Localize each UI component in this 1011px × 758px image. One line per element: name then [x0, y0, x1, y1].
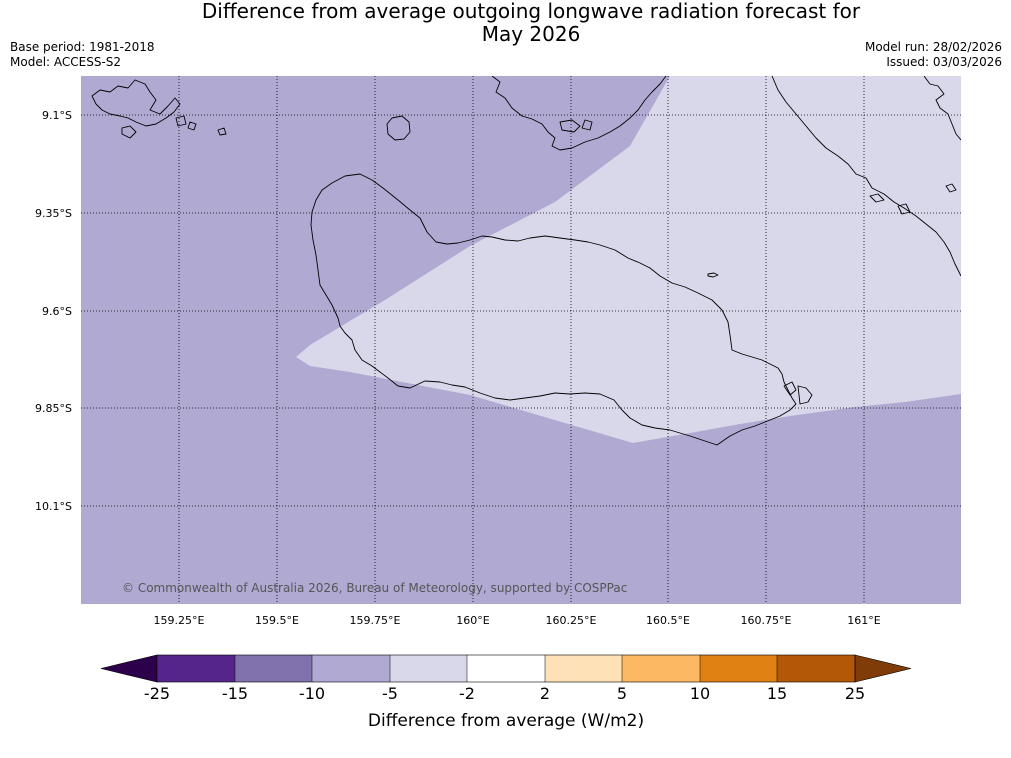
- colorbar-tick: 25: [845, 684, 865, 703]
- lon-label: 159.75°E: [350, 614, 401, 627]
- issued-date: Issued: 03/03/2026: [886, 55, 1002, 69]
- longitude-labels: 159.25°E 159.5°E 159.75°E 160°E 160.25°E…: [154, 614, 881, 627]
- colorbar-under-arrow: [100, 654, 158, 683]
- anomaly-region-minus5-minus2: [296, 76, 961, 443]
- colorbar-segment: [467, 655, 545, 682]
- colorbar-tick: 2: [540, 684, 550, 703]
- colorbar-segment: [545, 655, 622, 682]
- lat-label: 9.35°S: [35, 207, 72, 220]
- lat-label: 9.6°S: [42, 305, 72, 318]
- coastline-savo-island: [386, 115, 411, 141]
- colorbar-segment: [622, 655, 700, 682]
- lat-label: 9.85°S: [35, 402, 72, 415]
- coastlines: [91, 76, 961, 446]
- colorbar-tick: 5: [617, 684, 627, 703]
- model-name: Model: ACCESS-S2: [10, 55, 122, 69]
- lat-label: 10.1°S: [35, 500, 72, 513]
- coastline-small-islet: [707, 272, 719, 278]
- lon-label: 160.25°E: [546, 614, 597, 627]
- coastline-malaita: [771, 76, 961, 277]
- colorbar-segment: [157, 655, 235, 682]
- title-line-2: May 2026: [481, 22, 581, 46]
- coastline-florida-islands: [491, 76, 667, 151]
- colorbar-outline: [156, 654, 856, 683]
- copyright-credit: © Commonwealth of Australia 2026, Bureau…: [122, 581, 627, 595]
- coastline-malaita-islets: [869, 183, 957, 215]
- base-period: Base period: 1981-2018: [10, 40, 155, 54]
- title-line-1: Difference from average outgoing longwav…: [201, 0, 861, 23]
- meta-right: Model run: 28/02/2026 Issued: 03/03/2026: [865, 40, 1002, 70]
- chart-title: Difference from average outgoing longwav…: [0, 0, 1011, 46]
- colorbar-tick: -10: [299, 684, 325, 703]
- colorbar-over-arrow: [854, 654, 912, 683]
- colorbar-segment: [312, 655, 390, 682]
- coastline-russell-islets: [121, 115, 227, 139]
- colorbar-segment: [235, 655, 312, 682]
- colorbar-tick: -5: [382, 684, 398, 703]
- colorbar-tick: 10: [690, 684, 710, 703]
- coastline-guadalcanal: [310, 173, 797, 446]
- latitude-labels: 9.1°S 9.35°S 9.6°S 9.85°S 10.1°S: [35, 109, 72, 513]
- colorbar-tick: -25: [144, 684, 170, 703]
- lon-label: 161°E: [847, 614, 880, 627]
- coastline-russell-islands: [91, 79, 181, 127]
- meta-left: Base period: 1981-2018 Model: ACCESS-S2: [10, 40, 155, 70]
- lon-label: 160°E: [456, 614, 489, 627]
- lon-label: 159.5°E: [255, 614, 299, 627]
- colorbar-segment: [777, 655, 855, 682]
- colorbar-label: Difference from average (W/m2): [368, 711, 644, 731]
- coastline-marau-islets: [783, 381, 813, 405]
- colorbar-tick: 15: [767, 684, 787, 703]
- coastline-malaita-north: [923, 76, 961, 141]
- forecast-field: [81, 76, 961, 604]
- lon-label: 159.25°E: [154, 614, 205, 627]
- colorbar-tick: -2: [459, 684, 475, 703]
- lon-label: 160.5°E: [646, 614, 690, 627]
- colorbar: -25 -15 -10 -5 -2 2 5 10 15 25 Differenc…: [100, 654, 912, 731]
- model-run: Model run: 28/02/2026: [864, 40, 1002, 54]
- colorbar-segment: [700, 655, 777, 682]
- coastline-florida-islets: [559, 119, 593, 133]
- colorbar-tick: -15: [222, 684, 248, 703]
- gridlines: [81, 76, 961, 604]
- colorbar-segment: [390, 655, 467, 682]
- lat-label: 9.1°S: [42, 109, 72, 122]
- lon-label: 160.75°E: [741, 614, 792, 627]
